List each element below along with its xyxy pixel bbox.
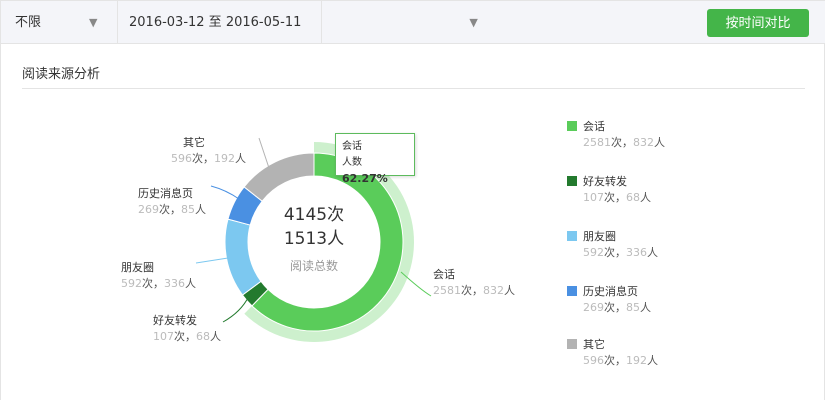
tooltip-label: 人数 bbox=[342, 157, 362, 168]
legend-item[interactable]: 好友转发 107次，68人 bbox=[567, 174, 651, 206]
slice-label: 好友转发 107次，68人 bbox=[153, 314, 221, 343]
highlight-halo bbox=[244, 142, 415, 342]
dropdown-arrow-icon: ▼ bbox=[89, 16, 98, 29]
total-reads: 4145次 bbox=[283, 205, 345, 225]
total-users: 1513人 bbox=[283, 229, 345, 249]
slice-label: 历史消息页 269次，85人 bbox=[138, 187, 206, 216]
slice-2[interactable] bbox=[224, 218, 262, 296]
dropdown-arrow-icon: ▼ bbox=[469, 16, 478, 29]
slice-label: 会话 2581次，832人 bbox=[433, 268, 515, 297]
tooltip: 会话 人数 62.27% bbox=[335, 133, 415, 185]
section-title: 阅读来源分析 bbox=[22, 67, 101, 82]
slice-label: 朋友圈 592次，336人 bbox=[121, 261, 196, 290]
legend-item[interactable]: 会话 2581次，832人 bbox=[567, 119, 665, 151]
compare-by-time-button[interactable]: 按时间对比 bbox=[707, 9, 809, 37]
leader-line bbox=[400, 271, 432, 297]
date-range-select[interactable]: 2016-03-12 至 2016-05-11 ▼ bbox=[118, 1, 478, 44]
leader-line bbox=[210, 185, 240, 200]
leader-line bbox=[258, 137, 270, 169]
legend-item[interactable]: 其它 596次，192人 bbox=[567, 337, 658, 369]
channel-select[interactable]: 不限 ▼ bbox=[1, 1, 118, 44]
legend-swatch-icon bbox=[567, 286, 577, 296]
divider bbox=[22, 88, 805, 89]
tooltip-name: 会话 bbox=[342, 141, 362, 152]
slice-label: 其它 596次，192人 bbox=[171, 136, 246, 165]
filter-bar: 不限 ▼ 2016-03-12 至 2016-05-11 ▼ 按时间对比 bbox=[1, 0, 825, 44]
slice-0[interactable] bbox=[251, 152, 404, 332]
donut-center: 4145次 1513人 阅读总数 bbox=[264, 203, 364, 274]
center-caption: 阅读总数 bbox=[289, 259, 338, 273]
legend-swatch-icon bbox=[567, 339, 577, 349]
legend-swatch-icon bbox=[567, 231, 577, 241]
legend-swatch-icon bbox=[567, 121, 577, 131]
slice-4[interactable] bbox=[243, 152, 315, 202]
tooltip-value: 62.27% bbox=[342, 172, 388, 185]
legend-item[interactable]: 朋友圈 592次，336人 bbox=[567, 229, 658, 261]
legend-swatch-icon bbox=[567, 176, 577, 186]
leader-line bbox=[195, 257, 229, 264]
leader-line bbox=[222, 295, 250, 323]
legend-item[interactable]: 历史消息页 269次，85人 bbox=[567, 284, 651, 316]
